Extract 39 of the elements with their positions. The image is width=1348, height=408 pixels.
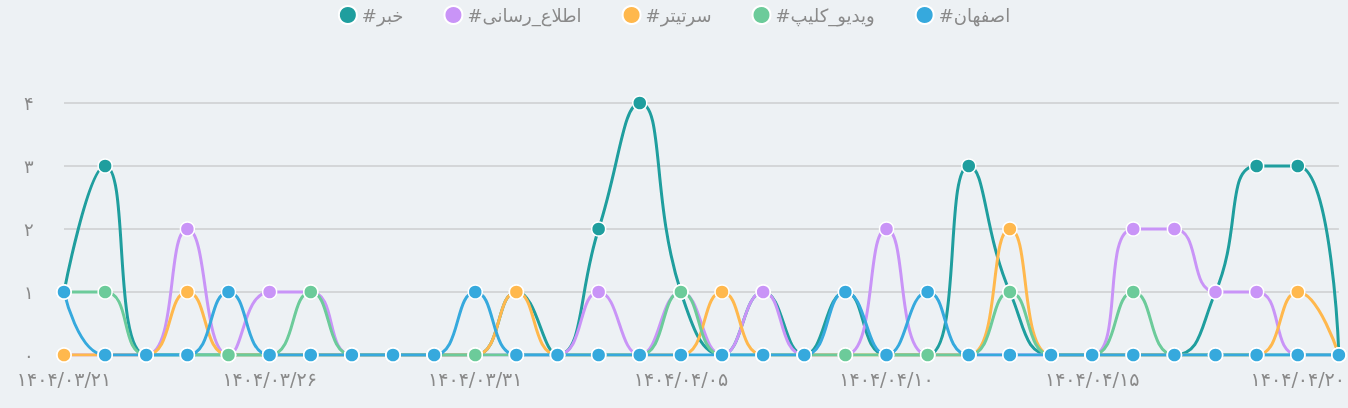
- legend-label: #اطلاع_رسانی: [467, 4, 582, 27]
- point: [961, 158, 977, 174]
- y-tick-label: ۱: [24, 281, 34, 303]
- x-tick-label: ۱۴۰۴/۰۴/۰۵: [633, 367, 729, 390]
- legend-label: #اصفهان: [938, 4, 1011, 27]
- point: [261, 284, 278, 300]
- point: [1125, 221, 1142, 237]
- point: [1125, 284, 1142, 300]
- y-tick-label: ۴: [24, 92, 34, 114]
- point: [590, 284, 607, 300]
- x-tick-label: ۱۴۰۴/۰۳/۲۱: [16, 367, 112, 390]
- legend-label: #سرتیتر: [645, 4, 712, 27]
- x-tick-label: ۱۴۰۴/۰۴/۲۰: [1250, 367, 1345, 390]
- y-tick-label: ۲: [24, 218, 34, 240]
- point: [1248, 284, 1265, 300]
- point: [1290, 284, 1306, 300]
- y-tick-label: ۳: [24, 155, 34, 177]
- x-tick-label: ۱۴۰۴/۰۴/۱۵: [1044, 367, 1140, 390]
- point: [179, 221, 196, 237]
- point: [1002, 221, 1018, 237]
- point: [467, 284, 484, 300]
- legend-label: #خبر: [361, 4, 404, 27]
- point: [1290, 158, 1306, 174]
- x-tick-label: ۱۴۰۴/۰۴/۱۰: [839, 367, 934, 390]
- point: [714, 284, 730, 300]
- point: [179, 284, 196, 300]
- y-tick-label: ۰: [24, 344, 34, 366]
- point: [97, 158, 113, 174]
- point: [1248, 158, 1265, 174]
- x-tick-label: ۱۴۰۴/۰۳/۲۶: [222, 367, 317, 390]
- point: [878, 221, 895, 237]
- point: [220, 284, 237, 300]
- point: [632, 95, 648, 111]
- point: [919, 284, 936, 300]
- point: [97, 284, 113, 300]
- point: [1166, 221, 1183, 237]
- x-tick-label: ۱۴۰۴/۰۳/۳۱: [428, 367, 523, 390]
- legend-label: #ویدیو_کلیپ: [775, 4, 875, 27]
- point: [590, 221, 607, 237]
